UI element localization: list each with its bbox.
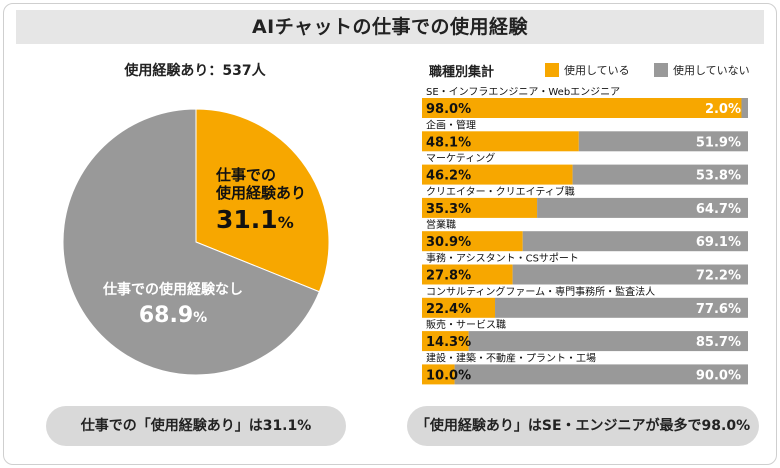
bar-category-label: 企画・管理 [426,118,476,131]
pie-heading: 使用経験あり：537人 [124,63,266,79]
bar-value-unused: 85.7% [696,335,741,350]
bar-heading: 職種別集計 [429,65,495,80]
bar-used [422,197,538,218]
bar-unused [578,131,748,152]
bar-category-label: コンサルティングファーム・専門事務所・監査法人 [426,285,655,298]
legend-unused-swatch [654,63,668,77]
bar-value-used: 14.3% [426,335,471,350]
bar-used [422,264,513,285]
summary-left-pill: 仕事での「使用経験あり」は31.1% [46,406,346,446]
bar-value-unused: 53.8% [696,169,741,184]
bar-category-label: マーケティング [426,152,495,165]
pie-slice-unused [62,108,321,376]
bar-value-used: 46.2% [426,169,471,184]
bar-unused [468,331,748,352]
bar-value-unused: 72.2% [696,269,741,284]
bar-unused [741,98,748,118]
bar-unused [537,197,748,218]
bar-value-used: 98.0% [426,102,471,117]
bar-used [422,297,496,318]
bar-value-unused: 69.1% [696,235,741,250]
bar-used [422,331,469,352]
bar-value-unused: 77.6% [696,302,741,317]
chart-title: AIチャットの仕事での使用経験 [251,16,529,38]
summary-right-text: 「使用経験あり」はSE・エンジニアが最多で98.0% [415,418,751,434]
bar-value-used: 22.4% [426,302,471,317]
summary-right-pill: 「使用経験あり」はSE・エンジニアが最多で98.0% [407,406,759,446]
bar-category-label: 販売・サービス職 [426,318,506,331]
bar-used [422,164,573,185]
bar-category-label: 建設・建築・不動産・プラント・工場 [426,351,596,364]
bar-value-used: 35.3% [426,202,471,217]
bar-value-used: 10.0% [426,368,471,383]
bar-category-label: 事務・アシスタント・CSサポート [426,252,579,265]
bar-unused [454,364,748,385]
bar-used [422,98,742,118]
bar-category-label: SE・インフラエンジニア・Webエンジニア [426,86,620,98]
bar-used [422,131,579,152]
pie-slice-used [195,108,330,293]
bar-value-unused: 90.0% [696,368,741,383]
bar-unused [522,231,748,252]
bar-value-used: 48.1% [426,135,471,150]
legend-used-label: 使用している [564,64,630,77]
bar-used [422,364,455,385]
bar-category-label: クリエイター・クリエイティブ職 [426,185,575,198]
bar-value-unused: 64.7% [696,202,741,217]
summary-left-text: 仕事での「使用経験あり」は31.1% [80,418,312,434]
bar-unused [495,297,748,318]
pie-label-used-line2: 使用経験あり [215,184,306,202]
legend-used: 使用している [545,62,630,78]
legend-used-swatch [545,63,559,77]
legend-unused: 使用していない [654,62,750,78]
bar-category-label: 営業職 [426,218,456,231]
pie-label-used-line1: 仕事での [215,166,276,184]
bar-value-used: 27.8% [426,269,471,284]
bar-value-unused: 51.9% [696,135,741,150]
pie-unit-unused: % [193,310,207,326]
bar-value-used: 30.9% [426,235,471,250]
bar-used [422,231,523,252]
pie-unit-used: % [278,213,294,232]
pie-label-unused: 仕事での使用経験なし [102,281,243,298]
legend-unused-label: 使用していない [673,64,750,77]
title-band: AIチャットの仕事での使用経験 [16,10,764,44]
bar-unused [572,164,748,185]
bar-value-unused: 2.0% [705,102,741,117]
bar-unused [512,264,748,285]
